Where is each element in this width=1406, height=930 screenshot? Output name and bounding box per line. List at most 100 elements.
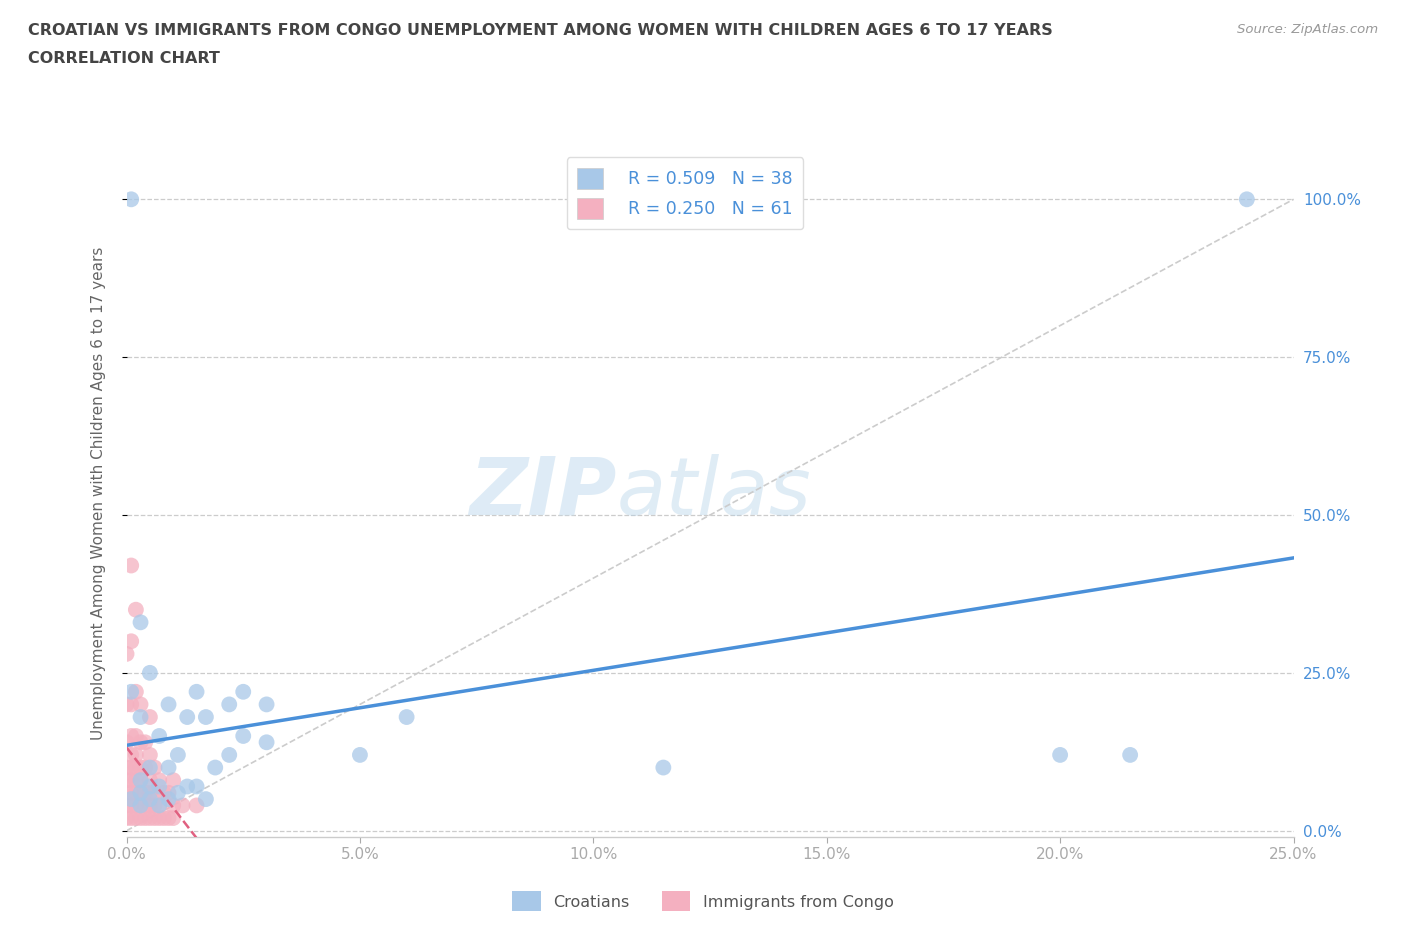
Point — [129, 773, 152, 788]
Point — [148, 728, 170, 743]
Point — [162, 798, 184, 813]
Point — [120, 684, 142, 699]
Point — [186, 798, 208, 813]
Point — [143, 785, 166, 800]
Point — [139, 785, 162, 800]
Point — [129, 735, 152, 750]
Point — [652, 760, 675, 775]
Point — [232, 728, 254, 743]
Point — [143, 811, 166, 826]
Text: Source: ZipAtlas.com: Source: ZipAtlas.com — [1237, 23, 1378, 36]
Point — [125, 684, 148, 699]
Point — [157, 697, 180, 711]
Point — [129, 798, 152, 813]
Point — [218, 697, 240, 711]
Point — [157, 760, 180, 775]
Legend:   R = 0.509   N = 38,   R = 0.250   N = 61: R = 0.509 N = 38, R = 0.250 N = 61 — [567, 157, 803, 230]
Point — [115, 773, 138, 788]
Point — [395, 710, 418, 724]
Point — [1049, 748, 1071, 763]
Point — [139, 773, 162, 788]
Point — [162, 811, 184, 826]
Point — [115, 735, 138, 750]
Point — [139, 760, 162, 775]
Point — [125, 603, 148, 618]
Point — [120, 811, 142, 826]
Point — [157, 811, 180, 826]
Point — [125, 798, 148, 813]
Point — [148, 779, 170, 794]
Text: ZIP: ZIP — [470, 454, 617, 532]
Point — [125, 773, 148, 788]
Point — [134, 735, 156, 750]
Point — [1119, 748, 1142, 763]
Y-axis label: Unemployment Among Women with Children Ages 6 to 17 years: Unemployment Among Women with Children A… — [91, 246, 105, 739]
Point — [148, 798, 170, 813]
Point — [139, 710, 162, 724]
Point — [115, 697, 138, 711]
Text: atlas: atlas — [617, 454, 811, 532]
Point — [125, 785, 148, 800]
Point — [139, 779, 162, 794]
Point — [129, 615, 152, 630]
Point — [134, 798, 156, 813]
Point — [186, 684, 208, 699]
Point — [129, 773, 152, 788]
Point — [115, 785, 138, 800]
Point — [256, 697, 278, 711]
Point — [129, 798, 152, 813]
Point — [120, 798, 142, 813]
Point — [125, 811, 148, 826]
Point — [194, 791, 217, 806]
Point — [139, 748, 162, 763]
Point — [232, 684, 254, 699]
Point — [120, 773, 142, 788]
Point — [1236, 192, 1258, 206]
Point — [139, 811, 162, 826]
Point — [162, 773, 184, 788]
Point — [176, 779, 198, 794]
Point — [129, 697, 152, 711]
Point — [204, 760, 226, 775]
Point — [120, 785, 142, 800]
Point — [115, 646, 138, 661]
Point — [157, 791, 180, 806]
Point — [349, 748, 371, 763]
Point — [167, 748, 190, 763]
Point — [134, 811, 156, 826]
Point — [120, 697, 142, 711]
Point — [120, 748, 142, 763]
Point — [256, 735, 278, 750]
Point — [129, 811, 152, 826]
Point — [218, 748, 240, 763]
Point — [134, 760, 156, 775]
Point — [125, 728, 148, 743]
Text: CROATIAN VS IMMIGRANTS FROM CONGO UNEMPLOYMENT AMONG WOMEN WITH CHILDREN AGES 6 : CROATIAN VS IMMIGRANTS FROM CONGO UNEMPL… — [28, 23, 1053, 38]
Point — [148, 811, 170, 826]
Point — [115, 811, 138, 826]
Point — [134, 785, 156, 800]
Point — [129, 785, 152, 800]
Point — [153, 785, 176, 800]
Point — [157, 785, 180, 800]
Point — [120, 634, 142, 649]
Point — [120, 192, 142, 206]
Point — [120, 791, 142, 806]
Point — [143, 798, 166, 813]
Point — [167, 785, 190, 800]
Point — [153, 811, 176, 826]
Point — [115, 760, 138, 775]
Point — [120, 558, 142, 573]
Point — [172, 798, 194, 813]
Point — [143, 760, 166, 775]
Legend: Croatians, Immigrants from Congo: Croatians, Immigrants from Congo — [506, 885, 900, 917]
Point — [120, 760, 142, 775]
Text: CORRELATION CHART: CORRELATION CHART — [28, 51, 219, 66]
Point — [129, 785, 152, 800]
Point — [139, 798, 162, 813]
Point — [148, 798, 170, 813]
Point — [194, 710, 217, 724]
Point — [186, 779, 208, 794]
Point — [176, 710, 198, 724]
Point — [148, 773, 170, 788]
